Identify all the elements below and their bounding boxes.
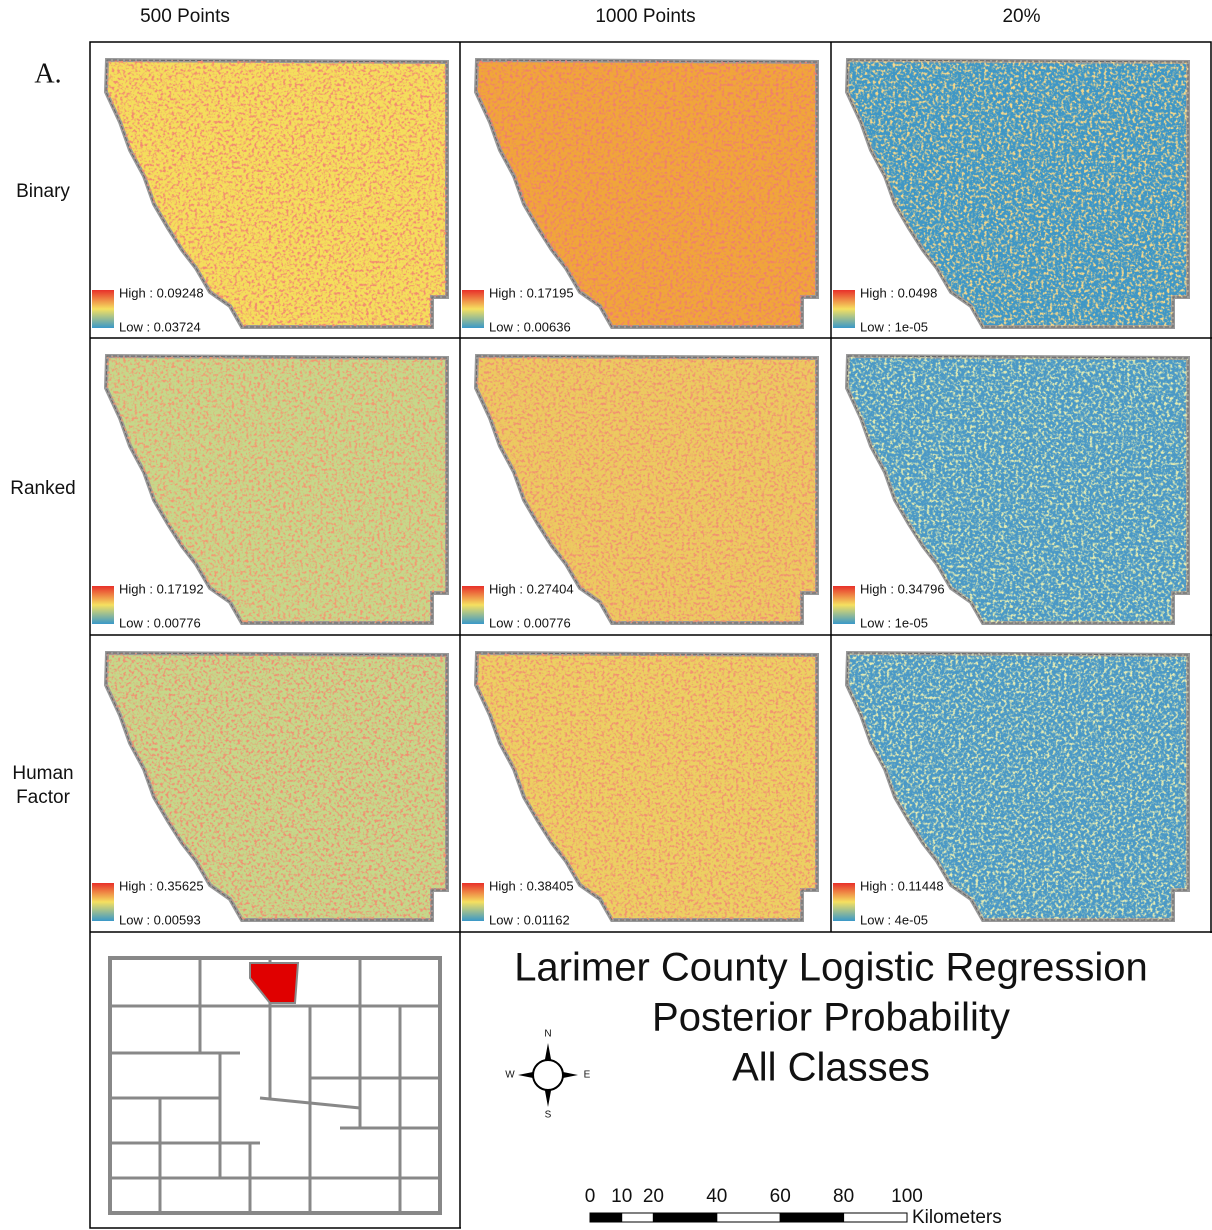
legend-ramp xyxy=(92,883,114,921)
legend-high: High : 0.17195 xyxy=(489,285,574,300)
legend-ramp xyxy=(462,290,484,328)
legend-high: High : 0.34796 xyxy=(860,581,945,596)
column-header: 500 Points xyxy=(140,6,230,27)
legend-high: High : 0.35625 xyxy=(119,878,204,893)
scale-segment xyxy=(717,1213,780,1222)
column-header: 20% xyxy=(1002,6,1040,27)
scale-tick-label: 60 xyxy=(770,1186,791,1207)
scale-tick-label: 0 xyxy=(585,1186,596,1207)
legend-low: Low : 1e-05 xyxy=(860,319,928,334)
legend-ramp xyxy=(92,586,114,624)
scale-segment xyxy=(653,1213,716,1222)
page: A. 500 Points 1000 Points 20% High : 0.0924… xyxy=(0,0,1212,1230)
scale-tick-label: 80 xyxy=(833,1186,854,1207)
map-panel: High : 0.38405 Low : 0.01162 xyxy=(462,653,817,927)
legend-low: Low : 0.03724 xyxy=(119,319,201,334)
compass-n: N xyxy=(544,1029,551,1040)
row-label: Binary xyxy=(0,180,86,204)
legend-low: Low : 0.00776 xyxy=(489,615,571,630)
legend-high: High : 0.17192 xyxy=(119,581,204,596)
row-label: Human Factor xyxy=(0,762,86,810)
map-panel: High : 0.34796 Low : 1e-05 xyxy=(833,356,1188,630)
map-panel: High : 0.17195 Low : 0.00636 xyxy=(462,60,817,334)
map-panel: High : 0.11448 Low : 4e-05 xyxy=(833,653,1188,927)
scale-tick-label: 10 xyxy=(611,1186,632,1207)
legend-high: High : 0.27404 xyxy=(489,581,574,596)
scale-segment xyxy=(622,1213,654,1222)
map-title: All Classes xyxy=(732,1046,930,1090)
column-header: 1000 Points xyxy=(595,6,695,27)
panel-label: A. xyxy=(34,58,61,89)
scale-tick-label: 20 xyxy=(643,1186,664,1207)
compass-s: S xyxy=(545,1110,552,1121)
legend-ramp xyxy=(833,586,855,624)
figure: A. 500 Points 1000 Points 20% High : 0.0924… xyxy=(0,0,1212,1230)
legend-high: High : 0.38405 xyxy=(489,878,574,893)
map-title: Posterior Probability xyxy=(652,996,1010,1040)
legend-ramp xyxy=(462,586,484,624)
compass-ring xyxy=(533,1060,563,1090)
scale-segment xyxy=(780,1213,843,1222)
locator-map xyxy=(110,958,440,1213)
legend-ramp xyxy=(833,883,855,921)
legend-low: Low : 0.01162 xyxy=(489,912,570,927)
row-label: Ranked xyxy=(0,477,86,501)
map-panel: High : 0.09248 Low : 0.03724 xyxy=(92,60,447,334)
map-panel: High : 0.27404 Low : 0.00776 xyxy=(462,356,817,630)
legend-low: Low : 1e-05 xyxy=(860,615,928,630)
scale-tick-label: 100 xyxy=(891,1186,923,1207)
legend-low: Low : 0.00593 xyxy=(119,912,201,927)
legend-ramp xyxy=(462,883,484,921)
legend-high: High : 0.0498 xyxy=(860,285,937,300)
legend-high: High : 0.09248 xyxy=(119,285,204,300)
scale-unit: Kilometers xyxy=(912,1207,1002,1228)
compass-w: W xyxy=(505,1070,515,1081)
scale-tick-label: 40 xyxy=(706,1186,727,1207)
scale-segment xyxy=(590,1213,622,1222)
legend-ramp xyxy=(92,290,114,328)
map-panel: High : 0.0498 Low : 1e-05 xyxy=(833,60,1188,334)
map-title: Larimer County Logistic Regression xyxy=(514,946,1148,990)
legend-low: Low : 0.00776 xyxy=(119,615,201,630)
legend-low: Low : 4e-05 xyxy=(860,912,928,927)
scale-segment xyxy=(844,1213,907,1222)
legend-ramp xyxy=(833,290,855,328)
map-panel: High : 0.35625 Low : 0.00593 xyxy=(92,653,447,927)
legend-high: High : 0.11448 xyxy=(860,878,944,893)
map-panel: High : 0.17192 Low : 0.00776 xyxy=(92,356,447,630)
legend-low: Low : 0.00636 xyxy=(489,319,571,334)
compass-e: E xyxy=(584,1070,591,1081)
